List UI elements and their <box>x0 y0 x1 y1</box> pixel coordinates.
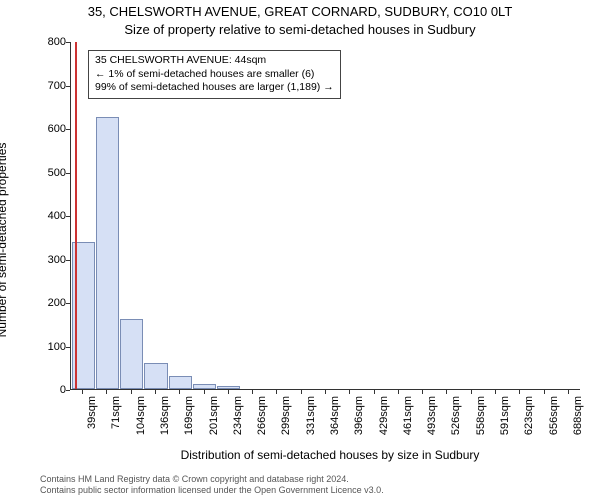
page-title-line2: Size of property relative to semi-detach… <box>0 22 600 37</box>
x-tick-mark <box>544 390 545 394</box>
y-tick-mark <box>66 390 70 391</box>
y-tick-mark <box>66 86 70 87</box>
x-tick-mark <box>471 390 472 394</box>
y-tick-label: 0 <box>36 384 66 396</box>
info-box: 35 CHELSWORTH AVENUE: 44sqm ← 1% of semi… <box>88 50 341 99</box>
x-tick-label: 364sqm <box>329 396 341 435</box>
x-tick-label: 688sqm <box>572 396 584 435</box>
bar <box>96 117 119 389</box>
x-tick-mark <box>252 390 253 394</box>
x-tick-mark <box>495 390 496 394</box>
x-tick-label: 623sqm <box>523 396 535 435</box>
x-tick-label: 39sqm <box>86 396 98 429</box>
y-tick-label: 200 <box>36 297 66 309</box>
x-tick-mark <box>82 390 83 394</box>
y-tick-mark <box>66 216 70 217</box>
x-tick-mark <box>568 390 569 394</box>
x-tick-label: 71sqm <box>110 396 122 429</box>
x-tick-label: 396sqm <box>353 396 365 435</box>
y-tick-mark <box>66 260 70 261</box>
x-tick-mark <box>228 390 229 394</box>
x-tick-label: 493sqm <box>426 396 438 435</box>
y-tick-mark <box>66 347 70 348</box>
page-title-line1: 35, CHELSWORTH AVENUE, GREAT CORNARD, SU… <box>0 4 600 19</box>
x-tick-mark <box>349 390 350 394</box>
y-axis-label: Number of semi-detached properties <box>0 45 9 240</box>
y-tick-mark <box>66 303 70 304</box>
x-tick-mark <box>519 390 520 394</box>
bar <box>120 319 143 389</box>
y-tick-label: 700 <box>36 80 66 92</box>
info-line2: ← 1% of semi-detached houses are smaller… <box>95 68 334 82</box>
x-tick-mark <box>204 390 205 394</box>
footer-line1: Contains HM Land Registry data © Crown c… <box>40 474 590 485</box>
x-tick-label: 656sqm <box>548 396 560 435</box>
footer: Contains HM Land Registry data © Crown c… <box>40 474 590 496</box>
y-tick-label: 800 <box>36 36 66 48</box>
x-tick-label: 299sqm <box>280 396 292 435</box>
x-tick-label: 558sqm <box>475 396 487 435</box>
x-tick-label: 234sqm <box>232 396 244 435</box>
x-tick-label: 104sqm <box>135 396 147 435</box>
y-tick-label: 100 <box>36 341 66 353</box>
x-tick-label: 429sqm <box>378 396 390 435</box>
bar <box>217 386 240 389</box>
x-tick-mark <box>276 390 277 394</box>
x-tick-label: 331sqm <box>305 396 317 435</box>
x-tick-label: 591sqm <box>499 396 511 435</box>
x-tick-label: 201sqm <box>208 396 220 435</box>
y-tick-label: 500 <box>36 167 66 179</box>
y-tick-label: 400 <box>36 210 66 222</box>
bar <box>144 363 167 389</box>
x-axis-label: Distribution of semi-detached houses by … <box>70 448 590 462</box>
x-tick-label: 526sqm <box>450 396 462 435</box>
x-tick-mark <box>179 390 180 394</box>
x-tick-label: 266sqm <box>256 396 268 435</box>
x-tick-mark <box>155 390 156 394</box>
x-tick-label: 169sqm <box>183 396 195 435</box>
bar <box>169 376 192 389</box>
x-tick-mark <box>325 390 326 394</box>
x-tick-mark <box>422 390 423 394</box>
bar <box>193 384 216 389</box>
info-line3: 99% of semi-detached houses are larger (… <box>95 81 334 95</box>
info-line1: 35 CHELSWORTH AVENUE: 44sqm <box>95 54 334 68</box>
y-tick-mark <box>66 42 70 43</box>
x-tick-mark <box>374 390 375 394</box>
chart-page: 35, CHELSWORTH AVENUE, GREAT CORNARD, SU… <box>0 0 600 500</box>
y-tick-label: 600 <box>36 123 66 135</box>
x-tick-mark <box>131 390 132 394</box>
x-tick-mark <box>398 390 399 394</box>
y-tick-mark <box>66 173 70 174</box>
y-tick-label: 300 <box>36 254 66 266</box>
y-tick-mark <box>66 129 70 130</box>
x-tick-mark <box>446 390 447 394</box>
x-tick-label: 461sqm <box>402 396 414 435</box>
footer-line2: Contains public sector information licen… <box>40 485 590 496</box>
x-tick-mark <box>301 390 302 394</box>
x-tick-mark <box>106 390 107 394</box>
highlight-line <box>75 42 77 389</box>
x-tick-label: 136sqm <box>159 396 171 435</box>
